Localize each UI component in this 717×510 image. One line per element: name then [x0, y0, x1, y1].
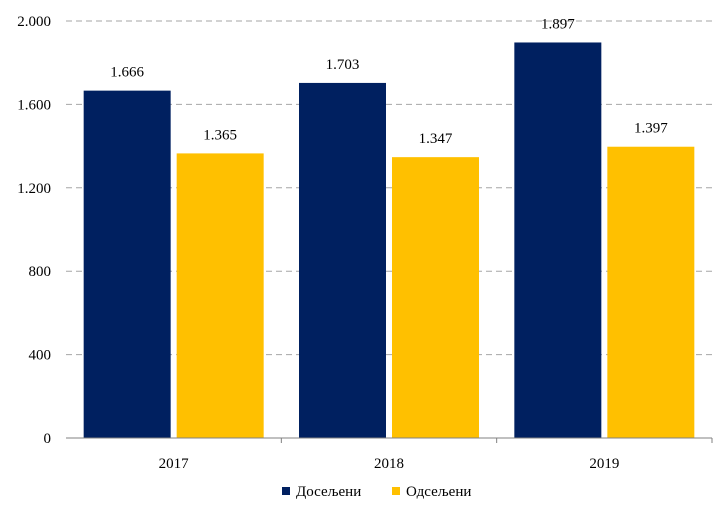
data-label: 1.703 [326, 57, 360, 73]
legend: Досељени Одсељени [282, 484, 471, 500]
bar [299, 82, 386, 438]
x-tick-label: 2019 [589, 456, 619, 472]
y-tick-label: 2.000 [17, 14, 51, 30]
bar [392, 157, 479, 438]
label-layer: 1.666 1.365 1.703 1.347 1.897 1.397 [110, 16, 668, 147]
data-label: 1.347 [419, 131, 453, 147]
bar [607, 146, 695, 438]
legend-label: Досељени [296, 484, 361, 500]
data-label: 1.365 [203, 127, 237, 143]
grid-layer [66, 20, 712, 356]
x-tick-label: 2018 [374, 456, 404, 472]
y-tick-label: 400 [29, 348, 52, 364]
y-tick-label: 1.600 [17, 97, 51, 113]
data-label: 1.897 [541, 16, 575, 32]
bar [514, 42, 602, 439]
data-label: 1.397 [634, 121, 668, 137]
y-tick-label: 0 [44, 431, 52, 447]
legend-swatch [282, 487, 290, 495]
x-tick-label: 2017 [159, 456, 190, 472]
legend-label: Одсељени [406, 484, 471, 500]
axis-layer: 0 400 800 1.200 1.600 2.000 2017 2018 2019 [17, 14, 713, 472]
y-tick-label: 1.200 [17, 181, 51, 197]
legend-swatch [392, 487, 400, 495]
bar [83, 90, 171, 438]
y-tick-label: 800 [29, 264, 52, 280]
data-label: 1.666 [110, 65, 144, 81]
bar [176, 153, 264, 438]
bar-layer [83, 42, 695, 439]
